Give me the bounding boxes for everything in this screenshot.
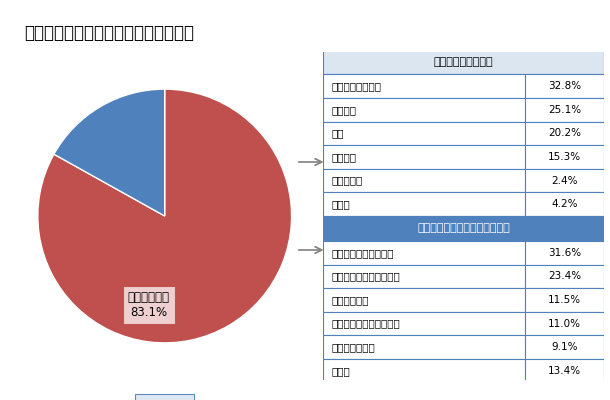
Text: 日帰り旅行: 日帰り旅行 [332,176,363,186]
Text: なんとなく、面倒くさい: なんとなく、面倒くさい [332,318,401,328]
Text: その他: その他 [332,366,351,376]
Text: 海外旅行: 海外旅行 [332,105,357,115]
Text: 32.8%: 32.8% [548,81,581,91]
Bar [525,312,604,335]
Bar [525,169,604,192]
Bar [323,74,525,98]
Text: 11.0%: 11.0% [548,318,581,328]
Bar [525,98,604,122]
Bar [525,264,604,288]
Text: 休暇日数の問題: 休暇日数の問題 [332,342,376,352]
Text: 13.4%: 13.4% [548,366,581,376]
Text: 年末年始の予定は決まっていますか？: 年末年始の予定は決まっていますか？ [24,24,195,42]
Bar [323,359,525,383]
Text: 4.2%: 4.2% [551,199,578,209]
Bar [323,241,525,264]
Bar [525,122,604,145]
Text: 国内旅行: 国内旅行 [332,152,357,162]
Text: 決まっていない
16.9%: 決まっていない 16.9% [140,399,189,400]
Text: 自宅中心で過ごす: 自宅中心で過ごす [332,81,382,91]
Bar [323,145,525,169]
Text: 経済的な問題: 経済的な問題 [332,295,369,305]
Text: 2.4%: 2.4% [551,176,578,186]
Text: まだ予定が決まっていない理由: まだ予定が決まっていない理由 [417,224,510,234]
Text: 20.2%: 20.2% [548,128,581,138]
Bar [323,335,525,359]
Bar [525,192,604,216]
Bar [525,74,604,98]
Text: 25.1%: 25.1% [548,105,581,115]
Bar [323,312,525,335]
Bar [323,288,525,312]
Text: 23.4%: 23.4% [548,271,581,281]
Text: 15.3%: 15.3% [548,152,581,162]
Bar [525,359,604,383]
Bar [525,335,604,359]
Text: 11.5%: 11.5% [548,295,581,305]
Bar [323,216,604,241]
Bar [323,98,525,122]
Text: 31.6%: 31.6% [548,248,581,258]
Wedge shape [54,89,165,216]
Bar [323,122,525,145]
Text: まだ決める時期ではない: まだ決める時期ではない [332,271,401,281]
Text: 年末年始の過ごし方: 年末年始の過ごし方 [434,57,493,67]
Bar [525,241,604,264]
Text: その他: その他 [332,199,351,209]
Text: 同行者との調整の問題: 同行者との調整の問題 [332,248,394,258]
Text: 9.1%: 9.1% [551,342,578,352]
Bar [323,49,604,74]
Bar [525,288,604,312]
Text: 帰省: 帰省 [332,128,344,138]
Bar [323,192,525,216]
Text: 決まっている
83.1%: 決まっている 83.1% [128,291,170,319]
Bar [323,264,525,288]
Bar [525,145,604,169]
Wedge shape [38,89,292,343]
Bar [323,169,525,192]
